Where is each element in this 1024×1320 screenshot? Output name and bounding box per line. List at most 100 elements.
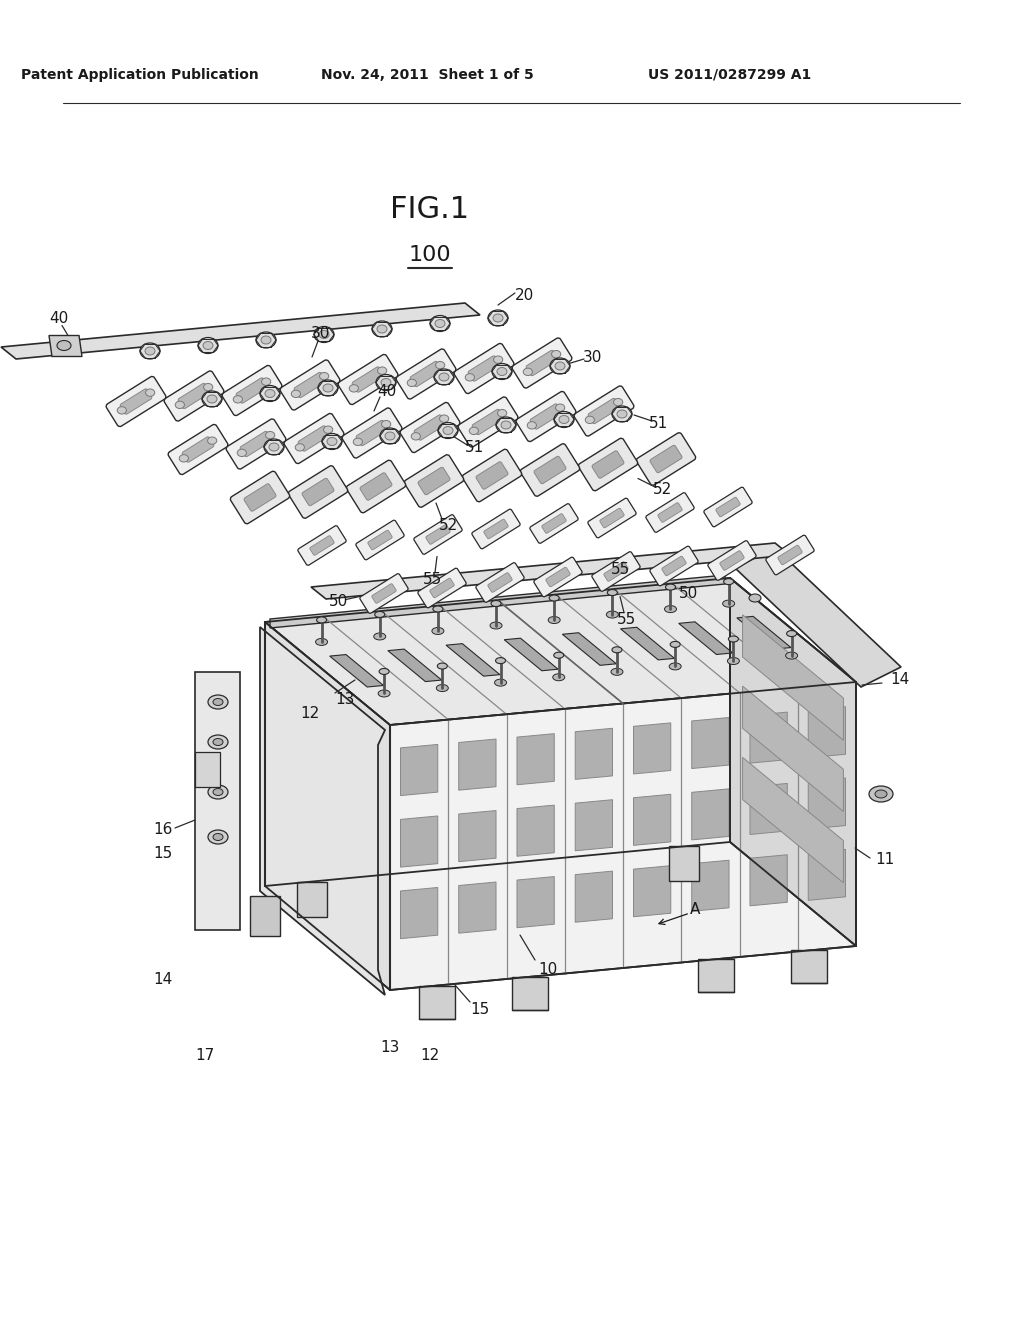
Ellipse shape — [198, 338, 218, 354]
Polygon shape — [459, 739, 496, 791]
Polygon shape — [265, 622, 390, 990]
Ellipse shape — [375, 611, 385, 618]
Ellipse shape — [436, 685, 449, 692]
Ellipse shape — [492, 363, 512, 380]
Polygon shape — [517, 805, 554, 857]
Polygon shape — [297, 882, 327, 916]
Ellipse shape — [408, 379, 417, 387]
FancyBboxPatch shape — [534, 557, 583, 597]
FancyBboxPatch shape — [240, 432, 272, 457]
Ellipse shape — [327, 437, 337, 446]
FancyBboxPatch shape — [458, 397, 518, 447]
Ellipse shape — [501, 421, 511, 429]
Ellipse shape — [493, 314, 503, 322]
Ellipse shape — [749, 594, 761, 602]
Ellipse shape — [376, 375, 396, 391]
Text: 40: 40 — [49, 312, 69, 326]
Polygon shape — [504, 638, 558, 671]
Polygon shape — [419, 986, 455, 1019]
Ellipse shape — [437, 663, 447, 669]
FancyBboxPatch shape — [703, 487, 753, 527]
Ellipse shape — [554, 652, 564, 659]
Text: 55: 55 — [616, 612, 636, 627]
FancyBboxPatch shape — [298, 426, 330, 451]
Ellipse shape — [377, 325, 387, 333]
Ellipse shape — [559, 416, 569, 424]
FancyBboxPatch shape — [472, 510, 520, 549]
Text: 15: 15 — [154, 846, 173, 861]
Text: 51: 51 — [649, 416, 669, 430]
Ellipse shape — [117, 407, 126, 414]
Ellipse shape — [874, 789, 887, 799]
FancyBboxPatch shape — [529, 504, 579, 544]
Ellipse shape — [607, 590, 617, 595]
FancyBboxPatch shape — [520, 444, 580, 496]
Text: A: A — [690, 903, 700, 917]
Ellipse shape — [264, 440, 284, 455]
Polygon shape — [195, 672, 240, 931]
Ellipse shape — [208, 437, 217, 445]
FancyBboxPatch shape — [636, 433, 695, 486]
Polygon shape — [808, 777, 846, 829]
Ellipse shape — [611, 668, 623, 676]
Ellipse shape — [555, 362, 565, 370]
Text: 12: 12 — [300, 705, 319, 721]
Ellipse shape — [496, 417, 516, 433]
Ellipse shape — [378, 690, 390, 697]
FancyBboxPatch shape — [604, 562, 628, 581]
FancyBboxPatch shape — [778, 545, 802, 565]
Ellipse shape — [727, 657, 739, 664]
Ellipse shape — [323, 384, 333, 392]
Ellipse shape — [553, 673, 565, 681]
Ellipse shape — [319, 372, 329, 380]
Ellipse shape — [318, 380, 338, 396]
Ellipse shape — [550, 358, 570, 374]
Polygon shape — [400, 744, 438, 796]
FancyBboxPatch shape — [106, 376, 166, 426]
Ellipse shape — [269, 444, 279, 451]
Ellipse shape — [208, 735, 228, 748]
Text: 51: 51 — [465, 440, 484, 455]
Text: 50: 50 — [330, 594, 348, 609]
Polygon shape — [792, 950, 827, 983]
FancyBboxPatch shape — [662, 556, 686, 576]
FancyBboxPatch shape — [534, 457, 566, 484]
Ellipse shape — [669, 663, 681, 671]
Ellipse shape — [316, 616, 327, 623]
Polygon shape — [692, 718, 729, 768]
FancyBboxPatch shape — [368, 531, 392, 550]
Text: 52: 52 — [653, 482, 673, 498]
Ellipse shape — [349, 384, 358, 392]
Ellipse shape — [665, 606, 677, 612]
Ellipse shape — [492, 601, 501, 606]
FancyBboxPatch shape — [708, 541, 756, 581]
Ellipse shape — [57, 341, 71, 351]
FancyBboxPatch shape — [400, 403, 460, 453]
Ellipse shape — [322, 433, 342, 450]
Ellipse shape — [380, 428, 400, 444]
Ellipse shape — [612, 407, 632, 422]
Ellipse shape — [379, 668, 389, 675]
Text: 16: 16 — [154, 822, 173, 837]
Ellipse shape — [433, 606, 443, 612]
Text: 13: 13 — [335, 693, 354, 708]
Ellipse shape — [465, 374, 474, 381]
Polygon shape — [575, 800, 612, 851]
Polygon shape — [634, 723, 671, 774]
Ellipse shape — [314, 326, 334, 342]
Polygon shape — [692, 789, 729, 840]
Ellipse shape — [728, 636, 738, 642]
FancyBboxPatch shape — [226, 418, 286, 469]
Ellipse shape — [785, 652, 798, 659]
Ellipse shape — [382, 421, 391, 428]
Ellipse shape — [552, 351, 561, 358]
FancyBboxPatch shape — [426, 524, 451, 544]
Polygon shape — [750, 855, 787, 906]
Polygon shape — [750, 711, 787, 763]
Text: 55: 55 — [423, 572, 442, 587]
FancyBboxPatch shape — [280, 360, 340, 411]
Ellipse shape — [385, 432, 395, 440]
Text: 15: 15 — [470, 1002, 489, 1018]
Ellipse shape — [238, 449, 247, 457]
Ellipse shape — [435, 319, 445, 327]
